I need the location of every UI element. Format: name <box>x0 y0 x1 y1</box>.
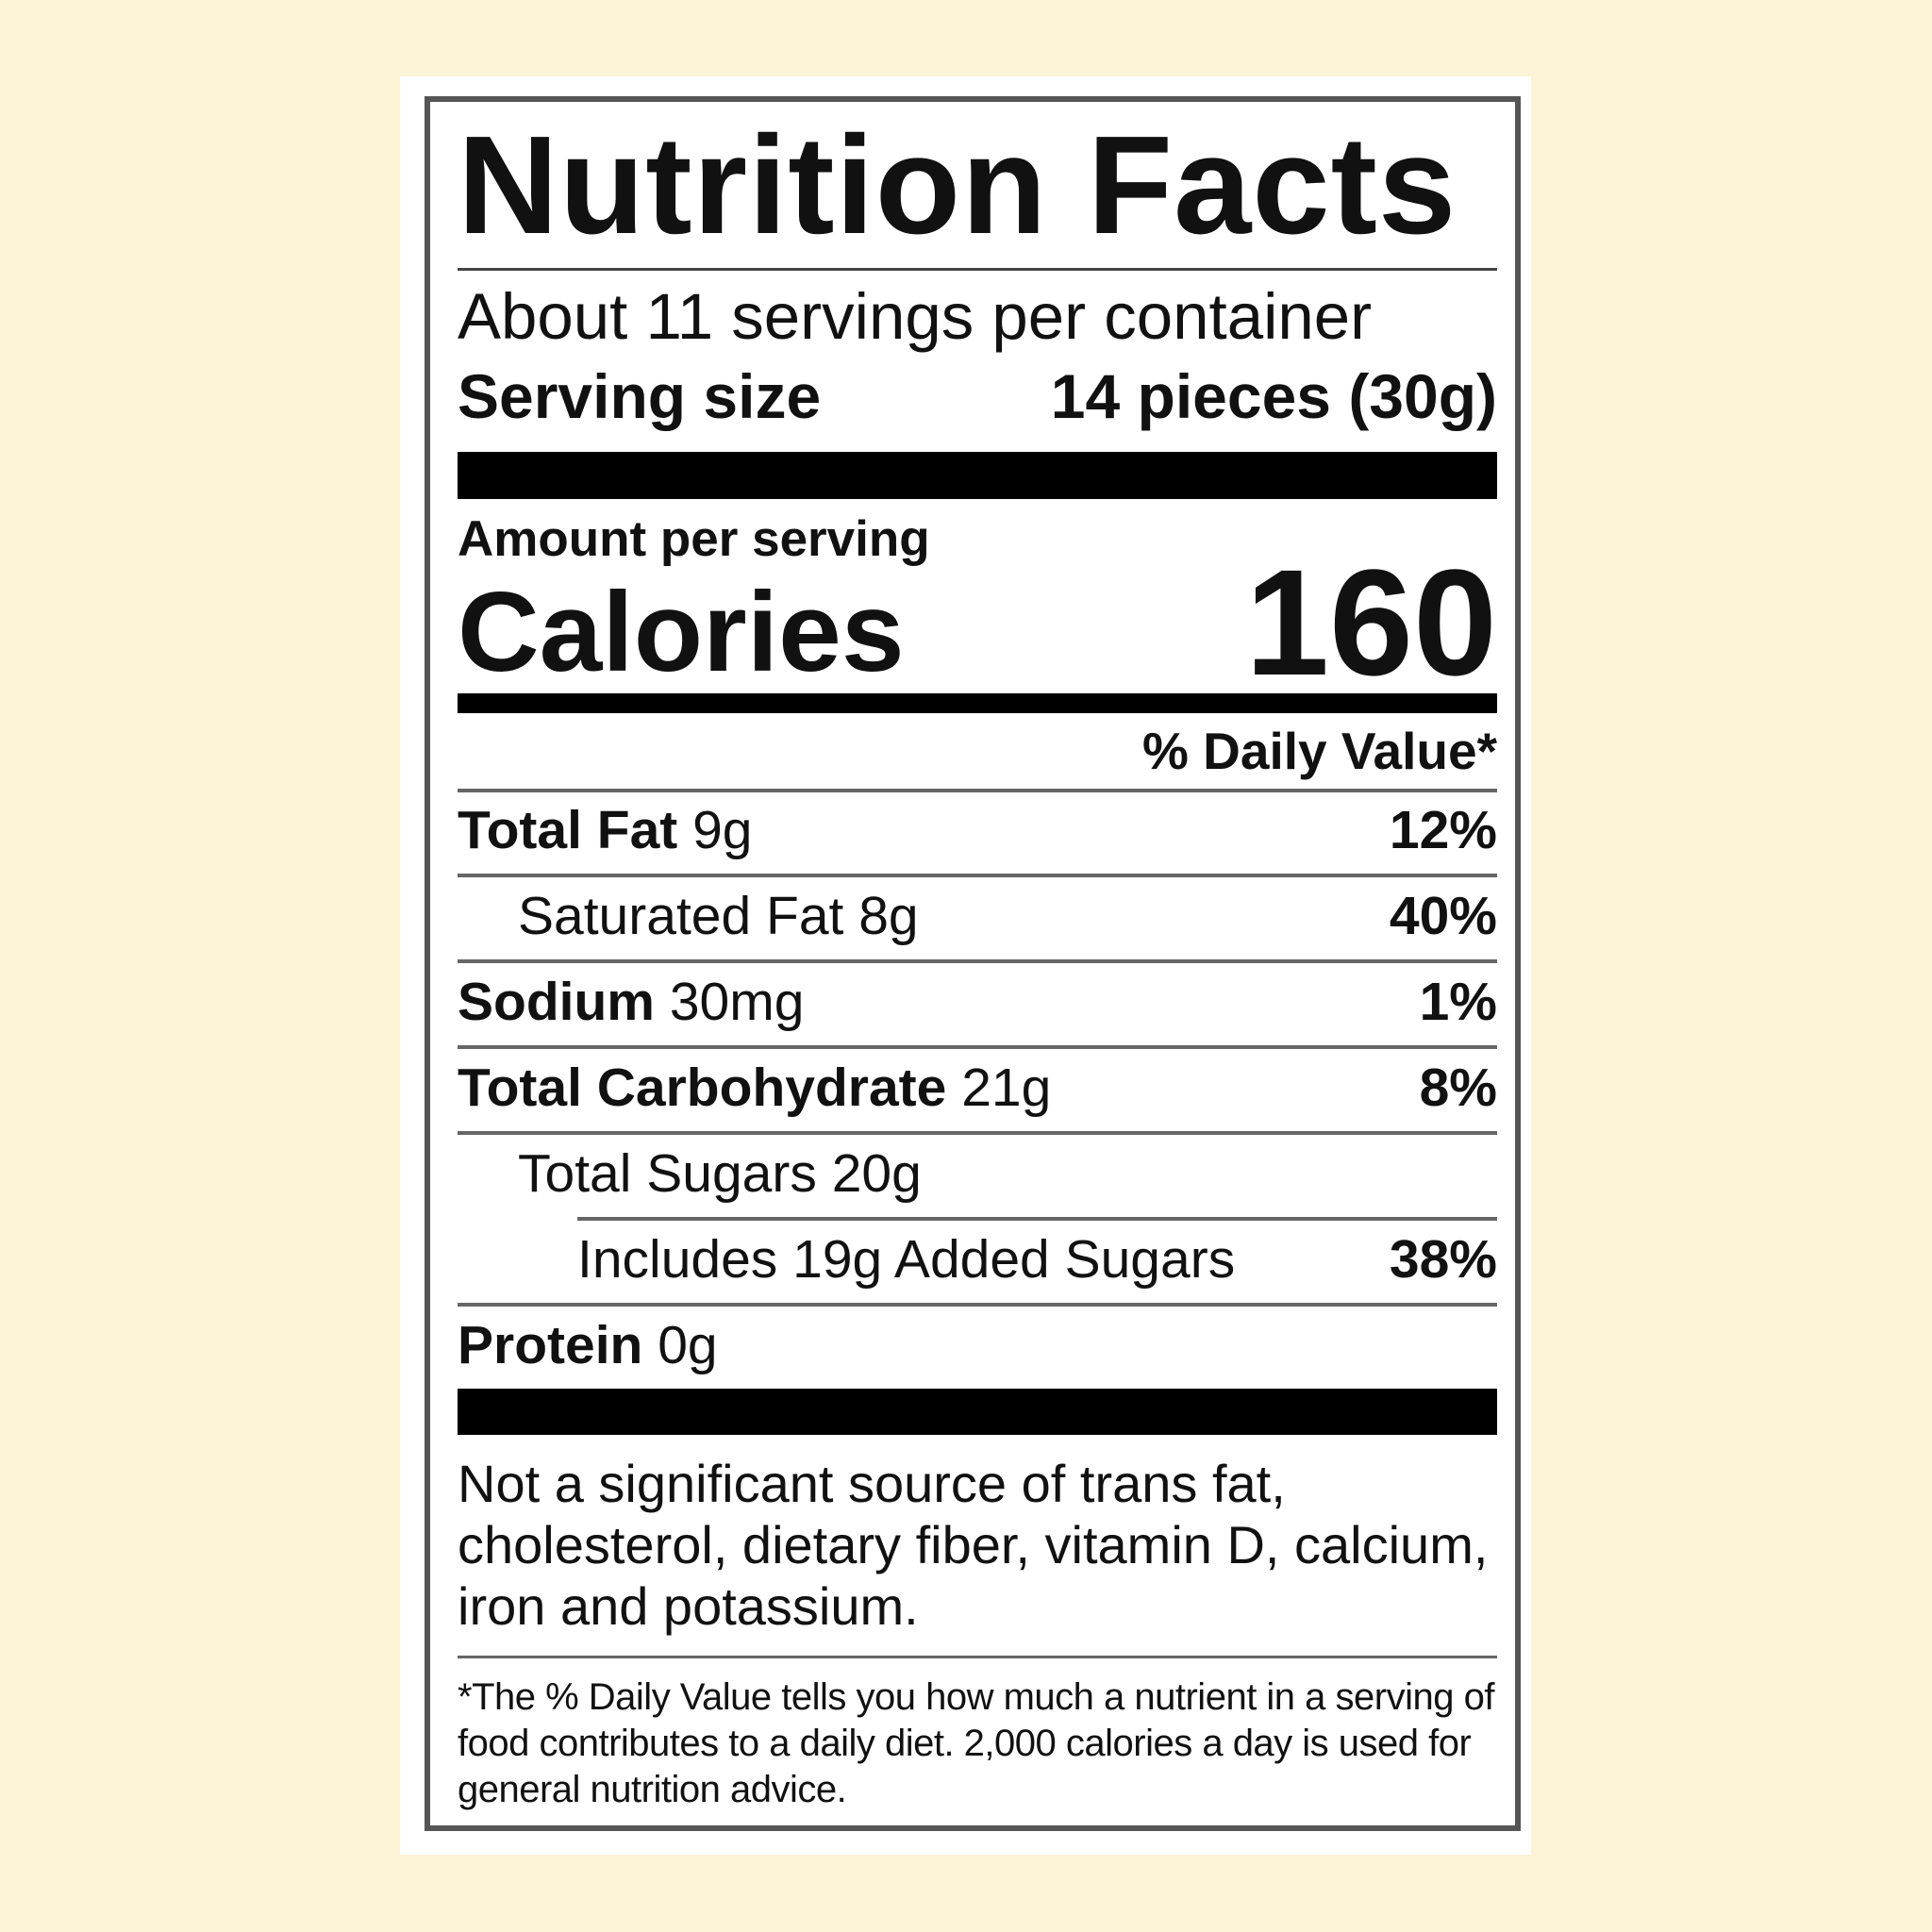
nutrient-amount: 21g <box>961 1058 1052 1118</box>
label-title: Nutrition Facts <box>458 108 1457 263</box>
servings-per-container: About 11 servings per container <box>458 280 1373 353</box>
nutrient-row-label: Includes 19g Added Sugars <box>577 1229 1235 1290</box>
calories-label: Calories <box>458 569 905 695</box>
serving-size-label: Serving size <box>458 361 822 431</box>
nutrient-daily-value: 8% <box>1419 1058 1497 1118</box>
divider <box>458 1656 1497 1658</box>
divider <box>458 959 1497 963</box>
nutrient-row-label: Total Carbohydrate 21g <box>458 1058 1051 1118</box>
nutrient-name: Total Carbohydrate <box>458 1058 947 1118</box>
daily-value-header: % Daily Value* <box>1141 722 1497 780</box>
daily-value-footnote: *The % Daily Value tells you how much a … <box>458 1676 1494 1810</box>
label-border <box>425 96 1521 1831</box>
nutrient-daily-value: 38% <box>1389 1229 1497 1290</box>
nutrient-amount: 9g <box>692 800 753 860</box>
nutrient-amount: 0g <box>658 1315 718 1375</box>
nutrient-row-label: Protein 0g <box>458 1315 718 1375</box>
nutrient-name: Saturated Fat <box>518 886 844 946</box>
divider <box>458 789 1497 792</box>
nutrient-amount: 20g <box>831 1143 922 1204</box>
divider <box>458 1303 1497 1307</box>
divider <box>458 1045 1497 1049</box>
nutrient-name: Protein <box>458 1315 643 1375</box>
nutrient-row-label: Sodium 30mg <box>458 972 804 1032</box>
nutrient-amount: 30mg <box>669 972 805 1032</box>
nutrient-row-label: Total Fat 9g <box>458 800 753 860</box>
nutrient-name: Total Sugars <box>518 1143 817 1204</box>
divider <box>458 1131 1497 1135</box>
nutrient-daily-value: 1% <box>1419 972 1497 1032</box>
nutrient-daily-value: 12% <box>1389 800 1497 860</box>
thick-divider <box>458 1389 1497 1435</box>
divider <box>577 1217 1497 1221</box>
nutrient-name: Sodium <box>458 972 655 1032</box>
serving-size-value: 14 pieces (30g) <box>1050 361 1497 431</box>
medium-divider <box>458 693 1497 713</box>
amount-per-serving: Amount per serving <box>458 511 930 567</box>
not-significant-note: Not a significant source of trans fat, c… <box>458 1454 1489 1636</box>
nutrient-row-label: Saturated Fat 8g <box>518 886 919 946</box>
nutrient-daily-value: 40% <box>1389 886 1497 946</box>
calories-value: 160 <box>1245 538 1497 707</box>
divider <box>458 268 1497 271</box>
nutrient-amount: 8g <box>858 886 919 946</box>
thick-divider <box>458 452 1497 499</box>
nutrient-name: Includes 19g Added Sugars <box>577 1229 1236 1290</box>
nutrient-row-label: Total Sugars 20g <box>518 1143 922 1204</box>
nutrient-name: Total Fat <box>458 800 678 860</box>
label-panel <box>400 76 1531 1855</box>
divider <box>458 874 1497 877</box>
